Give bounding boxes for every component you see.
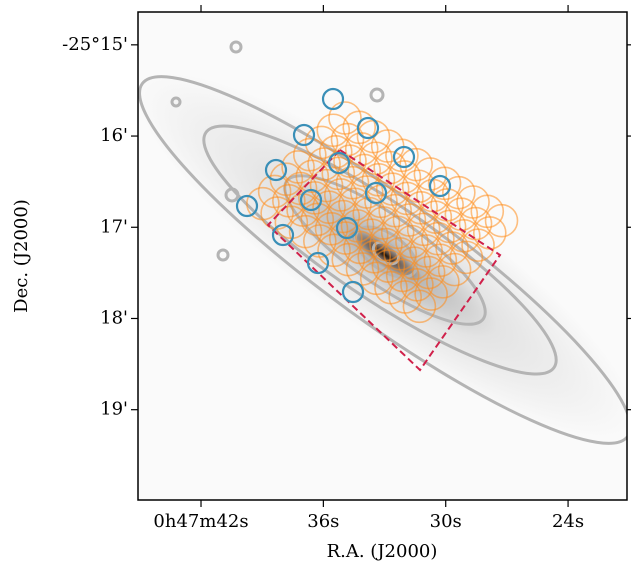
y-tick-label: 18' bbox=[100, 307, 128, 328]
beam-grid bbox=[246, 101, 519, 324]
x-tick-label: 24s bbox=[552, 511, 584, 532]
beam bbox=[437, 252, 472, 287]
y-tick-label: 16' bbox=[100, 125, 128, 146]
beam bbox=[426, 265, 460, 299]
x-tick-label: 30s bbox=[430, 511, 462, 532]
y-tick-label: -25°15' bbox=[62, 34, 128, 55]
y-axis-label: Dec. (J2000) bbox=[11, 199, 32, 313]
pointings bbox=[235, 87, 452, 304]
x-tick-label: 36s bbox=[307, 511, 339, 532]
y-tick-label: 17' bbox=[100, 216, 128, 237]
x-axis-label: R.A. (J2000) bbox=[327, 541, 438, 562]
frame bbox=[137, 11, 628, 501]
beam bbox=[414, 277, 448, 311]
beam bbox=[484, 203, 519, 238]
beam bbox=[402, 289, 437, 324]
x-tick-label: 0h47m42s bbox=[153, 511, 248, 532]
image bbox=[138, 12, 627, 500]
y-tick-label: 19' bbox=[100, 399, 128, 420]
beam bbox=[449, 240, 484, 275]
footprint bbox=[266, 148, 502, 372]
beam bbox=[461, 228, 495, 262]
